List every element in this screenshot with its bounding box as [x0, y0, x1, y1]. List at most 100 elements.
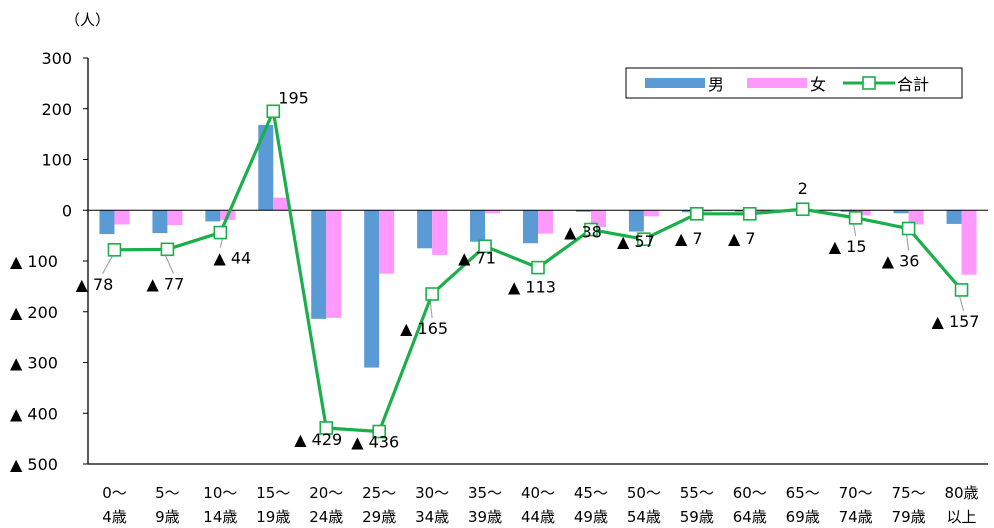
- x-tick-label: 69歳: [786, 508, 820, 526]
- x-tick-label: 70～: [839, 484, 873, 502]
- total-data-label: ▲ 429: [294, 430, 342, 449]
- total-marker: [637, 232, 651, 246]
- bar-male: [258, 124, 274, 211]
- total-data-label: ▲ 78: [76, 275, 114, 294]
- x-tick-label: 25～: [362, 484, 396, 502]
- x-tick-label: 50～: [627, 484, 661, 502]
- bar-female: [379, 210, 395, 274]
- bar-male: [734, 210, 750, 212]
- total-marker: [848, 211, 863, 225]
- bar-male: [205, 210, 221, 222]
- total-data-label: ▲ 157: [932, 312, 980, 331]
- x-tick-label: 10～: [203, 484, 237, 502]
- total-marker: [478, 239, 492, 254]
- total-marker: [742, 207, 757, 221]
- x-tick-labels: 0～ 4歳 5～ 9歳 10～ 14歳 15～ 19歳 20～ 24歳 25～ 29歳 30～ 34歳 35…: [102, 484, 978, 526]
- leader-line: [958, 295, 965, 312]
- y-tick-label: 100: [41, 151, 72, 170]
- total-marker: [160, 242, 175, 257]
- total-marker: [425, 287, 439, 301]
- x-tick-label: 79歳: [892, 508, 926, 526]
- total-marker: [795, 202, 810, 217]
- x-tick-label: 65～: [786, 484, 820, 502]
- total-data-label: ▲ 36: [882, 252, 920, 271]
- bar-male: [417, 210, 433, 249]
- x-tick-label: 40～: [521, 484, 555, 502]
- bars-layer: [99, 124, 977, 368]
- bar-female: [855, 210, 871, 216]
- x-tick-label: 14歳: [203, 508, 237, 526]
- x-tick-label: 19歳: [256, 508, 290, 526]
- y-tick-label: ▲ 300: [10, 354, 58, 373]
- x-tick-label: 0～: [102, 484, 127, 502]
- legend-label-male: 男: [708, 75, 724, 94]
- y-tick-label: 200: [41, 100, 72, 119]
- total-data-label: ▲ 113: [508, 278, 556, 297]
- bar-male: [470, 210, 486, 242]
- bar-male: [523, 210, 538, 244]
- unit-label: （人）: [65, 11, 110, 29]
- x-tick-label: 9歳: [155, 508, 180, 526]
- total-data-label: ▲ 38: [564, 223, 602, 242]
- bar-female: [908, 210, 924, 225]
- x-tick-label: 75～: [892, 484, 926, 502]
- x-tick-label: 35～: [468, 484, 502, 502]
- x-tick-label: 44歳: [521, 508, 555, 526]
- bar-female: [273, 197, 289, 211]
- bar-female: [114, 210, 130, 225]
- x-tick-label: 39歳: [468, 508, 502, 526]
- x-tick-label: 5～: [155, 484, 180, 502]
- bar-male: [364, 210, 380, 368]
- x-tick-label: 24歳: [309, 508, 343, 526]
- x-tick-label: 80歳: [944, 484, 978, 502]
- x-tick-label: 64歳: [733, 508, 767, 526]
- total-marker: [584, 222, 598, 237]
- total-data-label: 195: [278, 88, 309, 107]
- total-data-label: ▲ 15: [829, 237, 867, 256]
- leader-line: [164, 255, 174, 274]
- bar-female: [485, 210, 501, 214]
- bar-female: [696, 210, 712, 212]
- total-data-label: ▲ 57: [617, 232, 655, 251]
- x-tick-label: 34歳: [415, 508, 449, 526]
- legend-swatch-total-marker: [862, 76, 876, 90]
- bar-female: [749, 210, 765, 213]
- x-tick-label: 以上: [947, 508, 977, 526]
- total-data-label: ▲ 71: [458, 248, 496, 267]
- x-tick-label: 20～: [309, 484, 343, 502]
- leader-line: [905, 234, 910, 251]
- total-marker: [107, 243, 122, 257]
- bar-male: [152, 210, 168, 234]
- bar-female: [326, 210, 342, 318]
- x-tick-label: 29歳: [362, 508, 396, 526]
- x-tick-label: 74歳: [839, 508, 873, 526]
- total-data-label: ▲ 436: [351, 433, 399, 452]
- y-tick-label: 300: [41, 49, 72, 68]
- legend-swatch-female: [747, 78, 807, 88]
- leader-line: [219, 238, 223, 248]
- total-data-label: ▲ 7: [675, 229, 703, 248]
- x-tick-label: 45～: [574, 484, 608, 502]
- total-data-label: ▲ 77: [147, 274, 185, 293]
- legend-swatch-male: [645, 78, 705, 88]
- bar-female: [643, 210, 659, 217]
- bar-male: [946, 210, 962, 224]
- axes-layer: [83, 57, 988, 465]
- total-marker: [690, 207, 704, 221]
- x-tick-label: 60～: [733, 484, 767, 502]
- total-marker: [319, 421, 334, 435]
- x-tick-label: 4歳: [102, 508, 127, 526]
- bar-male: [99, 210, 115, 235]
- legend-label-female: 女: [810, 75, 826, 94]
- leader-line: [853, 223, 857, 236]
- bar-female: [167, 210, 183, 225]
- leader-line: [429, 299, 433, 319]
- y-tick-label: ▲ 100: [10, 252, 58, 271]
- y-tick-label: ▲ 200: [10, 303, 58, 322]
- total-data-label: 2: [798, 179, 808, 198]
- bar-female: [538, 210, 553, 234]
- bar-female: [961, 210, 977, 275]
- total-marker: [266, 104, 281, 119]
- y-tick-label: 0: [62, 201, 72, 220]
